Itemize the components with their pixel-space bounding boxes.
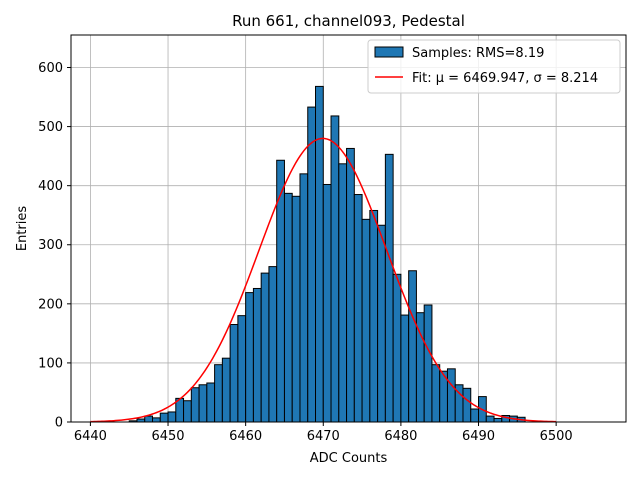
histogram-bar xyxy=(369,209,379,423)
legend-swatch-histogram xyxy=(374,46,404,58)
chart-title: Run 661, channel093, Pedestal xyxy=(232,12,465,30)
histogram-bar xyxy=(485,415,495,423)
histogram-bar xyxy=(268,266,278,423)
histogram-bar xyxy=(152,417,161,423)
plot-frame xyxy=(70,34,627,423)
histogram-bar xyxy=(252,287,262,423)
x-tick-label: 6460 xyxy=(229,429,262,444)
histogram-bar xyxy=(423,304,433,423)
histogram-bar xyxy=(384,153,394,423)
legend-frame xyxy=(367,39,621,94)
y-tick-label: 200 xyxy=(38,297,63,312)
histogram-bar xyxy=(446,368,456,423)
histogram-bar xyxy=(408,270,417,423)
histogram-bar xyxy=(470,408,480,423)
gaussian-fit-curve xyxy=(90,137,557,423)
x-tick-label: 6450 xyxy=(151,429,184,444)
histogram-bar xyxy=(361,218,371,423)
histogram-bar xyxy=(245,292,254,423)
histogram-bar xyxy=(237,315,247,423)
histogram-bar xyxy=(338,163,348,423)
histogram-bar xyxy=(315,85,324,423)
histogram-bar xyxy=(183,400,192,423)
legend: Samples: RMS=8.19 Fit: μ = 6469.947, σ =… xyxy=(367,39,621,94)
histogram-bar xyxy=(214,364,223,423)
x-tick-label: 6480 xyxy=(384,429,417,444)
y-tick-label: 400 xyxy=(38,179,63,194)
x-tick-label: 6490 xyxy=(462,429,495,444)
y-tick-label: 300 xyxy=(38,238,63,253)
histogram-bar xyxy=(322,183,332,423)
histogram-bar xyxy=(283,192,293,423)
histogram-bar xyxy=(291,195,301,423)
histogram-bar xyxy=(400,314,410,423)
legend-label-histogram: Samples: RMS=8.19 xyxy=(412,46,544,61)
histogram-bar xyxy=(462,387,472,423)
histogram-bar xyxy=(159,412,169,423)
x-tick-label: 6470 xyxy=(307,429,340,444)
legend-label-fit: Fit: μ = 6469.947, σ = 8.214 xyxy=(412,71,598,86)
histogram-bar xyxy=(299,173,309,423)
y-tick-label: 600 xyxy=(38,61,63,76)
histogram-bar xyxy=(431,364,441,423)
histogram-bar xyxy=(229,324,239,423)
y-tick-label: 500 xyxy=(38,120,63,135)
y-tick-label: 0 xyxy=(55,416,63,431)
histogram-bar xyxy=(190,387,200,423)
histogram-bar xyxy=(198,384,208,423)
x-axis-ticks: 6440 6450 6460 6470 6480 6490 6500 xyxy=(74,422,573,444)
histogram-bar xyxy=(493,417,503,423)
x-axis-label: ADC Counts xyxy=(310,451,388,466)
histogram-bar xyxy=(392,273,402,423)
histogram-bar xyxy=(206,382,216,423)
histogram-bar xyxy=(167,411,177,423)
y-axis-label: Entries xyxy=(15,206,30,252)
y-tick-label: 100 xyxy=(38,356,63,371)
histogram-bar xyxy=(377,224,386,423)
histogram-bar xyxy=(353,194,363,423)
histogram-bar xyxy=(260,272,270,423)
x-tick-label: 6440 xyxy=(74,429,107,444)
y-axis-ticks: 0 100 200 300 400 500 600 xyxy=(38,61,71,431)
x-tick-label: 6500 xyxy=(540,429,573,444)
histogram-bar xyxy=(330,115,340,423)
histogram-bars xyxy=(128,85,526,423)
histogram-bar xyxy=(346,147,355,423)
histogram-bar xyxy=(144,415,154,423)
histogram-bar xyxy=(221,357,231,423)
histogram-bar xyxy=(307,106,317,423)
